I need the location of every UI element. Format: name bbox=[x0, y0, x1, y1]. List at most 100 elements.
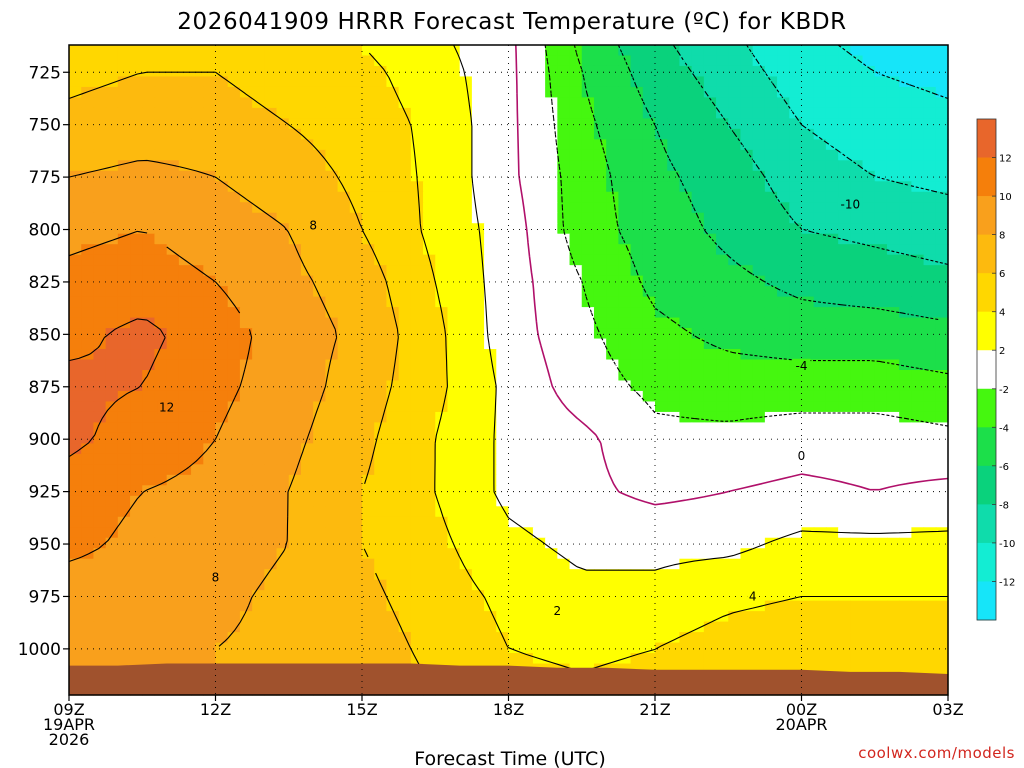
temperature-cell bbox=[447, 265, 461, 277]
temperature-cell bbox=[105, 307, 119, 319]
temperature-cell bbox=[69, 76, 82, 88]
temperature-cell bbox=[899, 254, 912, 266]
contour-label: 8 bbox=[212, 571, 220, 585]
temperature-cell bbox=[764, 453, 778, 465]
temperature-cell bbox=[557, 338, 571, 350]
temperature-cell bbox=[410, 495, 424, 507]
temperature-cell bbox=[606, 296, 619, 308]
temperature-cell bbox=[203, 317, 217, 329]
temperature-cell bbox=[838, 516, 851, 528]
temperature-cell bbox=[886, 139, 900, 151]
temperature-cell bbox=[166, 600, 180, 612]
temperature-cell bbox=[166, 296, 180, 308]
temperature-cell bbox=[93, 76, 107, 88]
temperature-cell bbox=[471, 86, 485, 99]
temperature-cell bbox=[447, 223, 461, 235]
temperature-cell bbox=[459, 632, 473, 644]
temperature-cell bbox=[874, 349, 888, 361]
temperature-cell bbox=[886, 579, 900, 591]
temperature-cell bbox=[667, 485, 681, 497]
temperature-cell bbox=[264, 212, 278, 224]
contour-label: 12 bbox=[159, 401, 174, 415]
temperature-cell bbox=[337, 370, 351, 382]
temperature-cell bbox=[655, 286, 668, 298]
temperature-cell bbox=[911, 485, 925, 497]
temperature-cell bbox=[288, 600, 302, 612]
temperature-cell bbox=[166, 307, 180, 319]
temperature-cell bbox=[447, 286, 461, 298]
temperature-cell bbox=[496, 611, 510, 623]
temperature-cell bbox=[117, 160, 131, 172]
temperature-cell bbox=[508, 632, 522, 644]
temperature-cell bbox=[935, 265, 949, 277]
temperature-cell bbox=[166, 254, 180, 266]
temperature-cell bbox=[764, 474, 778, 486]
temperature-cell bbox=[81, 55, 95, 67]
temperature-cell bbox=[386, 569, 400, 581]
temperature-cell bbox=[886, 128, 900, 140]
temperature-cell bbox=[532, 128, 546, 140]
temperature-cell bbox=[789, 663, 803, 675]
temperature-cell bbox=[117, 516, 131, 528]
temperature-cell bbox=[484, 390, 497, 403]
temperature-cell bbox=[606, 86, 619, 99]
temperature-cell bbox=[801, 181, 815, 193]
temperature-cell bbox=[850, 275, 864, 287]
temperature-cell bbox=[117, 474, 131, 486]
temperature-cell bbox=[288, 464, 302, 476]
temperature-cell bbox=[874, 118, 888, 130]
temperature-cell bbox=[117, 642, 131, 654]
temperature-cell bbox=[93, 443, 107, 455]
temperature-cell bbox=[130, 411, 143, 424]
contour-label: 4 bbox=[749, 590, 757, 604]
temperature-cell bbox=[117, 390, 131, 403]
temperature-cell bbox=[874, 422, 888, 434]
temperature-cell bbox=[581, 233, 595, 245]
temperature-cell bbox=[923, 653, 937, 665]
temperature-cell bbox=[728, 296, 742, 308]
temperature-cell bbox=[398, 286, 412, 298]
temperature-cell bbox=[716, 359, 729, 371]
temperature-cell bbox=[435, 160, 449, 172]
temperature-cell bbox=[191, 181, 204, 193]
temperature-cell bbox=[911, 411, 925, 424]
temperature-cell bbox=[288, 411, 302, 424]
temperature-cell bbox=[276, 653, 290, 665]
temperature-cell bbox=[593, 642, 607, 654]
temperature-cell bbox=[862, 128, 876, 140]
temperature-cell bbox=[630, 139, 644, 151]
temperature-cell bbox=[740, 569, 754, 581]
temperature-cell bbox=[740, 474, 754, 486]
temperature-cell bbox=[801, 149, 815, 161]
temperature-cell bbox=[459, 642, 473, 654]
temperature-cell bbox=[655, 128, 668, 140]
temperature-cell bbox=[789, 86, 803, 99]
temperature-cell bbox=[325, 55, 339, 67]
temperature-cell bbox=[459, 307, 473, 319]
colorbar-swatch bbox=[977, 196, 996, 236]
temperature-cell bbox=[545, 464, 558, 476]
temperature-cell bbox=[435, 275, 449, 287]
temperature-fill-layer bbox=[69, 45, 949, 696]
temperature-cell bbox=[203, 474, 217, 486]
temperature-cell bbox=[203, 611, 217, 623]
temperature-cell bbox=[593, 632, 607, 644]
temperature-cell bbox=[813, 558, 827, 570]
temperature-cell bbox=[459, 422, 473, 434]
temperature-cell bbox=[874, 569, 888, 581]
temperature-cell bbox=[337, 118, 351, 130]
temperature-cell bbox=[520, 422, 534, 434]
temperature-cell bbox=[484, 495, 497, 507]
temperature-cell bbox=[154, 516, 168, 528]
temperature-cell bbox=[642, 254, 656, 266]
temperature-cell bbox=[239, 128, 253, 140]
temperature-cell bbox=[886, 453, 900, 465]
temperature-cell bbox=[386, 45, 400, 57]
temperature-cell bbox=[93, 485, 107, 497]
temperature-cell bbox=[911, 275, 925, 287]
temperature-cell bbox=[850, 506, 864, 518]
temperature-cell bbox=[215, 128, 229, 140]
temperature-cell bbox=[313, 349, 326, 361]
temperature-cell bbox=[532, 611, 546, 623]
temperature-cell bbox=[349, 118, 363, 130]
